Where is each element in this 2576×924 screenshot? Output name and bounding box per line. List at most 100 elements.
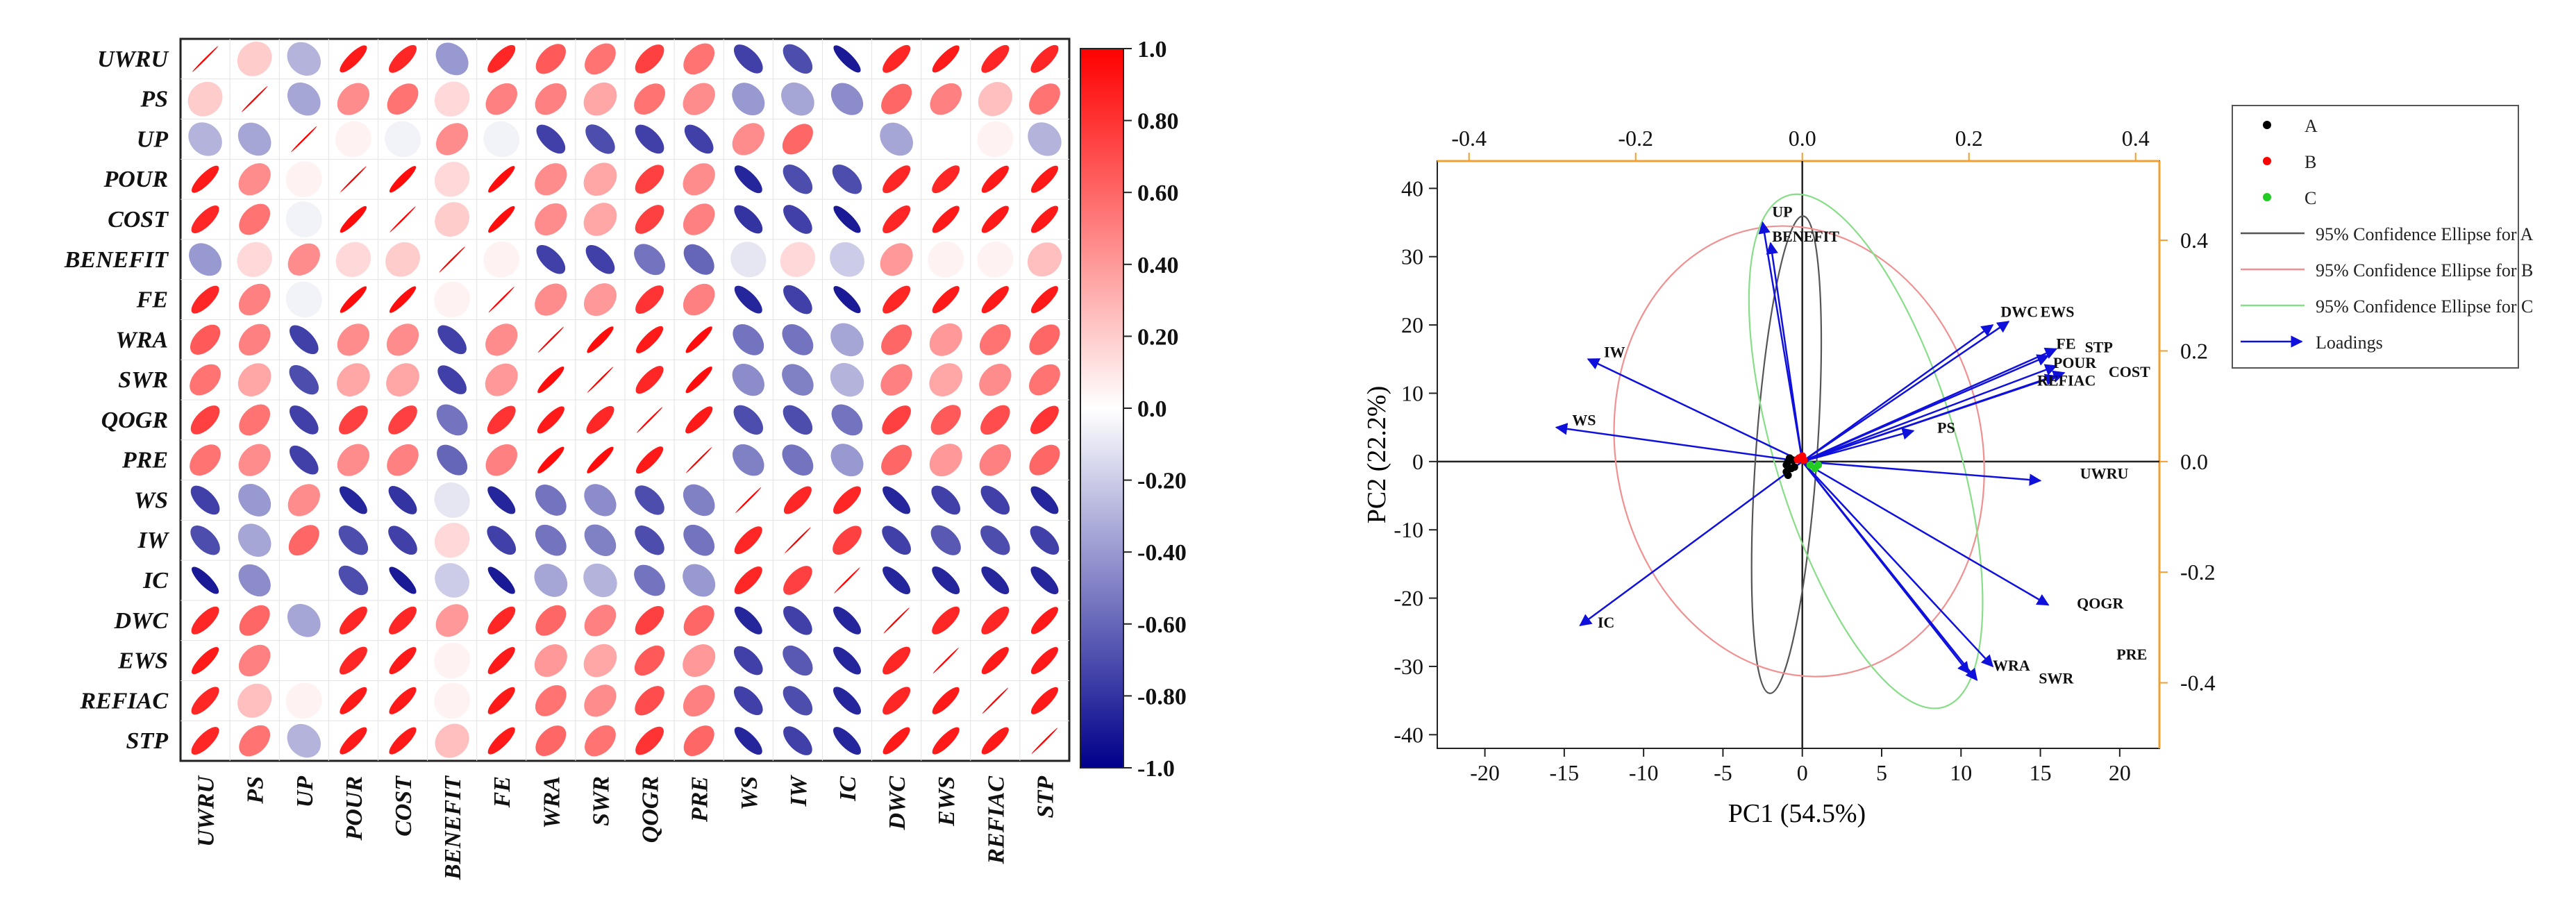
point-A <box>1790 463 1798 471</box>
row-label: IW <box>137 528 170 553</box>
corr-ellipse <box>537 406 564 434</box>
y-tick-label: 10 <box>1401 380 1423 405</box>
corr-ellipse <box>487 687 515 714</box>
corr-ellipse <box>388 486 417 514</box>
corr-ellipse <box>634 645 665 676</box>
corr-ellipse <box>435 42 469 76</box>
corr-ellipse <box>585 43 616 75</box>
point-A <box>1784 471 1792 480</box>
corr-ellipse <box>437 365 467 394</box>
corr-ellipse <box>287 603 321 637</box>
column-label: STP <box>1032 776 1058 818</box>
column-label: FE <box>490 776 515 808</box>
corr-ellipse <box>733 444 764 476</box>
corr-ellipse <box>977 241 1014 278</box>
corr-ellipse <box>191 646 219 675</box>
corr-ellipse <box>683 43 715 75</box>
corr-ellipse <box>1030 646 1059 675</box>
y-tick-label: -40 <box>1394 722 1423 747</box>
corr-ellipse <box>1029 444 1060 476</box>
loading-arrow <box>1802 354 2050 462</box>
corr-ellipse <box>833 646 861 675</box>
corr-ellipse <box>287 82 321 116</box>
corr-ellipse <box>932 687 960 714</box>
corr-ellipse <box>390 206 416 233</box>
corr-ellipse <box>635 726 664 755</box>
row-label: FE <box>136 287 168 313</box>
row-label: WRA <box>115 327 168 353</box>
corr-ellipse <box>782 444 814 476</box>
corr-ellipse <box>435 202 470 237</box>
corr-ellipse <box>586 405 614 434</box>
column-label: DWC <box>885 776 910 831</box>
corr-ellipse <box>535 283 567 316</box>
column-label: COST <box>391 775 417 837</box>
corr-ellipse <box>981 205 1009 233</box>
corr-ellipse <box>929 363 963 396</box>
corr-ellipse <box>1030 44 1059 73</box>
corr-ellipse <box>833 45 861 73</box>
corr-ellipse <box>635 326 664 353</box>
corr-ellipse <box>981 727 1009 755</box>
corr-ellipse <box>1030 526 1060 555</box>
corr-ellipse <box>389 566 417 594</box>
corr-ellipse <box>340 205 367 233</box>
corr-ellipse <box>536 124 566 154</box>
right-axis-tick-label: 0.4 <box>2180 228 2208 253</box>
corr-ellipse <box>981 646 1009 675</box>
y-tick-label: 40 <box>1401 176 1423 201</box>
corr-ellipse <box>927 121 964 158</box>
corr-ellipse <box>434 682 471 719</box>
corr-ellipse <box>389 646 417 675</box>
corr-ellipse <box>882 405 911 435</box>
row-label: QOGR <box>101 408 168 433</box>
corr-ellipse <box>191 205 219 233</box>
corr-ellipse <box>339 606 367 635</box>
column-label: BENEFIT <box>440 775 466 880</box>
point-B <box>1800 456 1808 464</box>
corr-ellipse <box>190 405 220 435</box>
corr-ellipse <box>830 362 864 397</box>
corr-ellipse <box>340 687 367 714</box>
corr-ellipse <box>187 81 223 117</box>
column-label: SWR <box>588 776 614 826</box>
corr-ellipse <box>285 161 322 198</box>
corr-ellipse <box>340 166 367 192</box>
corr-ellipse <box>587 446 614 473</box>
corr-ellipse <box>339 405 368 435</box>
row-label: POUR <box>103 167 168 192</box>
corr-ellipse <box>488 166 515 193</box>
loading-arrow <box>1802 364 2058 463</box>
corr-ellipse <box>634 83 665 115</box>
corr-ellipse <box>1028 122 1062 156</box>
corr-ellipse <box>238 644 271 677</box>
column-label: REFIAC <box>983 776 1009 865</box>
corr-ellipse <box>635 124 664 154</box>
corr-ellipse <box>238 444 271 476</box>
corr-ellipse <box>883 486 911 514</box>
pca-points <box>1782 452 1823 480</box>
corr-ellipse <box>239 725 271 757</box>
corr-ellipse <box>783 645 813 676</box>
corr-ellipse <box>583 82 617 116</box>
corr-ellipse <box>635 485 664 515</box>
x-tick-label: -10 <box>1629 760 1659 785</box>
corr-ellipse <box>783 605 812 635</box>
corr-ellipse <box>535 524 567 556</box>
corr-ellipse <box>734 566 762 594</box>
right-axis-tick-label: 0.2 <box>2180 338 2208 363</box>
corr-ellipse <box>288 525 319 556</box>
top-axis-tick-label: 0.2 <box>1955 126 1983 151</box>
legend-marker <box>2263 157 2271 165</box>
corr-ellipse <box>289 445 319 475</box>
corr-ellipse <box>537 446 564 473</box>
corr-ellipse <box>979 324 1011 355</box>
loading-label: QOGR <box>2077 594 2124 612</box>
corr-ellipse <box>587 326 614 353</box>
row-label: WS <box>134 487 168 513</box>
row-label: BENEFIT <box>64 247 169 273</box>
corr-ellipse <box>389 727 417 755</box>
corr-ellipse <box>831 404 863 436</box>
loading-arrow <box>1801 461 1978 681</box>
